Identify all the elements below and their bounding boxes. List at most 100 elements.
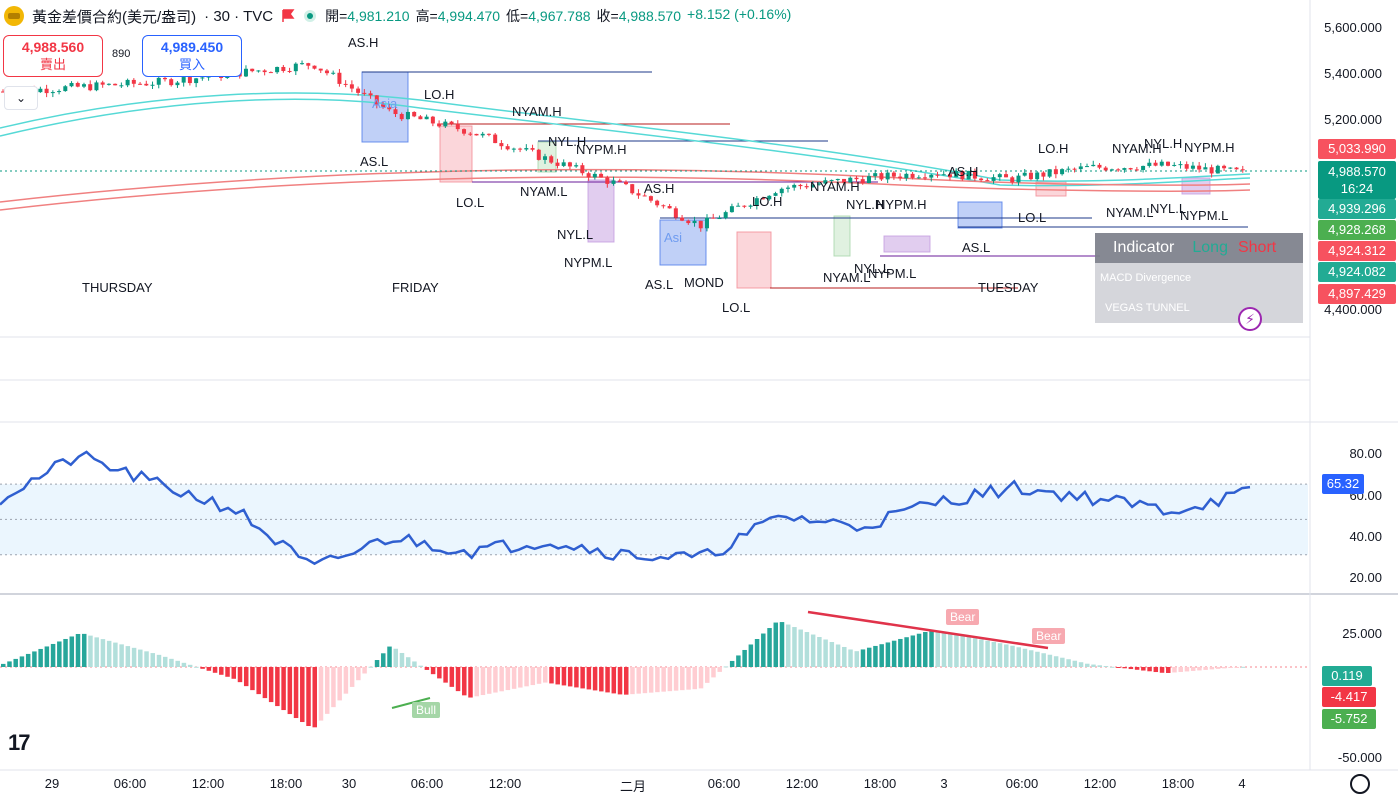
time-label: 06:00 — [113, 776, 147, 791]
buy-button[interactable]: 4,989.450 買入 — [142, 35, 242, 77]
sell-button[interactable]: 4,988.560 賣出 — [3, 35, 103, 77]
tradingview-logo[interactable]: 17 — [8, 730, 31, 755]
session-level-label: NYL.L — [557, 227, 593, 242]
candle-body — [736, 205, 741, 207]
session-level-label: NYL.H — [548, 134, 586, 149]
macd-tag: -4.417 — [1322, 687, 1376, 707]
session-level-label: NYAM.H — [512, 104, 562, 119]
candle-body — [991, 177, 996, 181]
gold-icon — [4, 6, 24, 26]
macd-bar — [661, 667, 666, 692]
rsi-value-tag: 65.32 — [1322, 474, 1364, 494]
candle-body — [262, 70, 267, 73]
candle-body — [935, 174, 940, 176]
macd-bar — [1022, 648, 1028, 667]
price-tag: 4,924.312 — [1318, 241, 1396, 261]
macd-bar — [100, 639, 106, 667]
candle-body — [150, 84, 155, 86]
candle-body — [44, 88, 49, 94]
short-label: Short — [1237, 239, 1277, 256]
macd-bar — [1103, 666, 1109, 668]
candle-body — [954, 170, 959, 178]
gear-icon[interactable] — [1350, 774, 1370, 794]
time-label: 12:00 — [191, 776, 225, 791]
symbol-name[interactable]: 黃金差價合約(美元/盎司) — [32, 8, 197, 26]
session-level-label: NYL.L — [854, 261, 890, 276]
lightning-icon[interactable]: ⚡ — [1238, 307, 1262, 331]
macd-bar — [1166, 667, 1171, 673]
candle-body — [1166, 161, 1171, 166]
candle-body — [1141, 165, 1146, 170]
chevron-down-icon: ⌄ — [15, 91, 27, 105]
candle-body — [916, 177, 921, 179]
time-label: 06:00 — [410, 776, 444, 791]
macd-bar — [206, 667, 212, 671]
candle-body — [69, 82, 74, 87]
candle-body — [1240, 169, 1245, 171]
macd-bar — [561, 667, 567, 686]
macd-bar — [381, 653, 386, 667]
macd-bar — [817, 637, 822, 667]
flag-icon[interactable] — [281, 9, 295, 23]
session-level-label: AS.H — [644, 181, 674, 196]
macd-bar — [268, 667, 274, 703]
time-label: 06:00 — [1005, 776, 1039, 791]
macd-bar — [1035, 651, 1040, 667]
candle-body — [842, 178, 847, 183]
macd-bar — [337, 667, 342, 701]
macd-bar — [200, 667, 205, 669]
macd-bar — [1004, 644, 1009, 667]
macd-bar — [1178, 667, 1183, 672]
candle-body — [468, 133, 473, 135]
interval-label[interactable]: · 30 · TVC — [204, 7, 274, 25]
macd-bar — [1016, 647, 1021, 667]
macd-bar — [424, 667, 430, 670]
market-status-icon[interactable] — [303, 9, 317, 23]
macd-bar — [300, 667, 305, 723]
candle-body — [1128, 168, 1133, 170]
macd-bar — [7, 661, 12, 667]
bull-badge: Bull — [412, 702, 441, 718]
candle-body — [1103, 167, 1108, 171]
buy-label: 買入 — [178, 57, 205, 72]
ema-line — [0, 168, 1251, 203]
macd-bar — [1122, 667, 1127, 669]
macd-bar — [586, 667, 592, 690]
candle-body — [1178, 164, 1183, 166]
candle-body — [306, 63, 311, 66]
candle-body — [854, 177, 859, 180]
macd-bar — [1072, 660, 1078, 667]
candle-body — [1190, 165, 1195, 169]
macd-bar — [904, 637, 909, 667]
macd-bar — [929, 630, 934, 667]
candle-body — [443, 121, 448, 127]
macd-bar — [1240, 666, 1246, 668]
indicator-panel[interactable]: Indicator Long Short MACD Divergence VEG… — [1095, 233, 1303, 323]
macd-bar — [680, 667, 685, 691]
macd-bar — [648, 667, 654, 693]
candle-body — [256, 70, 261, 72]
candle-body — [1028, 172, 1033, 180]
candle-body — [1035, 172, 1040, 180]
candle-body — [100, 82, 105, 85]
indicator-header: Indicator Long Short — [1095, 233, 1303, 263]
macd-bar — [181, 662, 187, 667]
macd-bar — [1184, 667, 1190, 672]
candle-body — [624, 181, 628, 185]
macd-bar — [13, 658, 18, 667]
macd-bar — [923, 631, 928, 667]
macd-bar — [686, 667, 691, 690]
ohlc-values: 開=4,981.210 高=4,994.470 低=4,967.788 收=4,… — [325, 6, 792, 24]
session-level-label: NYPM.H — [576, 142, 627, 157]
collapse-button[interactable]: ⌄ — [4, 86, 38, 110]
day-label: THURSDAY — [82, 280, 153, 295]
macd-bar — [898, 638, 903, 667]
candle-body — [561, 162, 566, 166]
macd-bar — [605, 667, 610, 693]
candle-body — [723, 212, 728, 219]
candle-body — [972, 170, 977, 179]
candle-body — [879, 173, 884, 180]
candle-body — [680, 217, 685, 221]
